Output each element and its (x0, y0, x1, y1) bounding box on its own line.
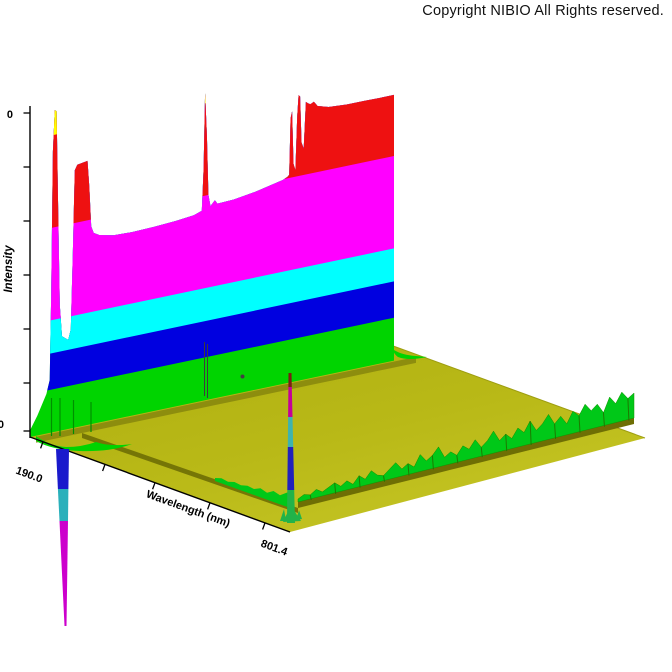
copyright-text: Copyright NIBIO All Rights reserved. (422, 3, 664, 19)
corner-spike-seg (287, 417, 294, 447)
front-groove (82, 433, 298, 513)
wavelength-axis (29, 436, 291, 533)
corner-spike-seg (288, 373, 292, 387)
wall-band-yellow (53, 110, 57, 135)
negative-dip-seg (57, 489, 69, 521)
ridge-shadow (298, 417, 634, 508)
intensity-top-tick-label: 0 (7, 109, 13, 121)
wavelength-max-tick-label: 801.4 (259, 538, 290, 559)
surface-speck (240, 374, 245, 379)
front-noise (215, 478, 293, 509)
corner-spike-seg (287, 490, 295, 523)
intensity-bottom-tick-label: 0 (0, 419, 4, 431)
negative-dip-seg (56, 449, 69, 489)
floor-surface (30, 343, 645, 532)
wall-band-red (202, 93, 209, 197)
noise-ridge (297, 391, 635, 503)
wall-band-red (73, 160, 91, 224)
corner-spike-seg (287, 447, 295, 490)
wavelength-min-tick-label: 190.0 (14, 465, 44, 486)
wall-band-red (52, 110, 59, 228)
wall-band-red (284, 94, 394, 179)
plot-foreground (56, 373, 302, 626)
negative-dip-seg (59, 521, 68, 626)
intensity-axis-label: Intensity (3, 245, 15, 293)
wall-band-yellow (204, 93, 206, 104)
wall-base-shadow (36, 356, 416, 443)
plot-geometry (23, 93, 646, 533)
corner-spike-seg (288, 387, 293, 417)
